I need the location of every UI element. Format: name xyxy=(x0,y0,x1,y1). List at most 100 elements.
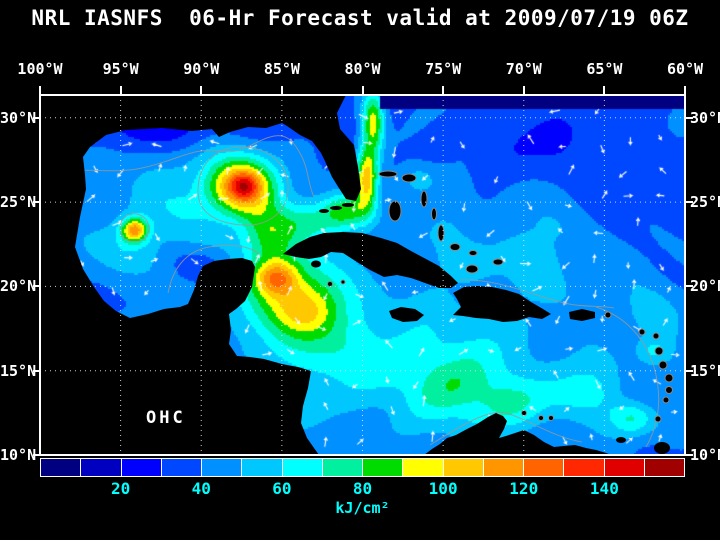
island-st-lucia xyxy=(665,386,673,394)
land-puerto-rico xyxy=(569,309,595,321)
lon-tick-mark xyxy=(280,86,283,94)
lon-tick-label: 65°W xyxy=(586,60,623,78)
island-cat xyxy=(431,207,437,221)
island-antigua xyxy=(652,332,660,340)
colorbar-segment xyxy=(281,459,322,476)
land-hispaniola xyxy=(453,286,551,322)
colorbar-unit-label: kJ/cm² xyxy=(335,499,390,517)
colorbar-segment xyxy=(643,459,684,476)
land-isla-juventud xyxy=(311,260,321,268)
lat-tick-label: 10°N xyxy=(690,446,720,464)
small-islands xyxy=(327,170,674,423)
lat-tick-mark xyxy=(686,454,693,456)
lon-tick-mark xyxy=(522,86,525,94)
grid-lines xyxy=(40,95,685,455)
lon-tick-mark xyxy=(361,86,364,94)
lon-tick-label: 70°W xyxy=(505,60,542,78)
colorbar-segment xyxy=(241,459,282,476)
lon-tick-label: 80°W xyxy=(344,60,381,78)
colorbar-segment xyxy=(41,459,81,476)
lat-tick-label: 20°N xyxy=(690,277,720,296)
lat-tick-label: 15°N xyxy=(690,361,720,380)
lon-tick-mark xyxy=(200,86,203,94)
island-andros xyxy=(388,200,402,222)
lon-tick-label: 100°W xyxy=(17,60,63,78)
lon-tick-label: 95°W xyxy=(102,60,139,78)
bathy-west-gulf-ring xyxy=(119,213,150,243)
island-dominica xyxy=(658,360,668,370)
colorbar-segment xyxy=(80,459,121,476)
colorbar-segment xyxy=(120,459,161,476)
colorbar-tick-label: 40 xyxy=(191,479,211,498)
land-florida-keys xyxy=(319,209,329,213)
lat-tick-mark xyxy=(686,285,693,288)
region-label-ohc: OHC xyxy=(146,408,186,428)
colorbar-segment xyxy=(563,459,604,476)
bathy-hispaniola-north xyxy=(459,279,615,309)
lat-tick-label: 25°N xyxy=(0,193,37,212)
lat-tick-mark xyxy=(686,116,693,119)
bathymetry-contours xyxy=(41,135,660,448)
lon-tick-mark xyxy=(442,86,445,94)
colorbar xyxy=(40,458,685,477)
land-jamaica xyxy=(389,307,424,322)
lon-tick-mark xyxy=(39,86,41,94)
lat-tick-label: 25°N xyxy=(690,193,720,212)
colorbar-segment xyxy=(201,459,242,476)
lat-tick-mark xyxy=(33,201,40,204)
colorbar-segment xyxy=(442,459,483,476)
colorbar-tick-label: 120 xyxy=(509,479,539,498)
lon-tick-mark xyxy=(119,86,122,94)
island-curacao xyxy=(538,415,544,421)
colorbar-segment xyxy=(523,459,564,476)
lat-tick-label: 15°N xyxy=(0,361,37,380)
island-st-kitts xyxy=(638,328,646,336)
lat-tick-label: 30°N xyxy=(0,108,37,127)
colorbar-segment xyxy=(603,459,644,476)
land-north-central-america xyxy=(40,95,361,455)
land-cuba xyxy=(283,232,458,288)
colorbar-tick-labels: 20 40 60 80 100 120 140 xyxy=(40,479,685,498)
bathy-eddy-front xyxy=(197,146,289,226)
bathy-south-america-offshore xyxy=(429,411,583,446)
island-virgin xyxy=(604,311,612,319)
map-frame xyxy=(40,95,685,455)
colorbar-tick-label: 80 xyxy=(352,479,373,498)
colorbar-segment xyxy=(160,459,201,476)
land-florida-keys xyxy=(342,203,354,207)
colorbar-segment xyxy=(402,459,443,476)
land-florida-keys xyxy=(330,206,342,210)
colorbar-tick-label: 20 xyxy=(110,479,131,498)
colorbar-segment xyxy=(482,459,523,476)
bathy-gulf-shelf xyxy=(41,135,315,198)
island-crooked xyxy=(449,243,461,251)
colorbar-tick-label: 140 xyxy=(589,479,619,498)
island-grenada xyxy=(654,415,662,423)
lat-tick-label: 10°N xyxy=(0,446,37,464)
bathy-campeche-bank xyxy=(167,244,260,294)
island-abaco xyxy=(401,173,417,183)
island-cayman xyxy=(327,281,333,287)
island-eleuthera xyxy=(420,190,428,208)
land-masses xyxy=(40,95,670,455)
lat-tick-mark xyxy=(33,454,40,456)
island-grand-bahama xyxy=(378,170,398,178)
colorbar-tick-label: 60 xyxy=(272,479,292,498)
lon-tick-label: 60°W xyxy=(666,60,704,78)
map-overlay xyxy=(40,95,685,455)
bathy-antilles-arc xyxy=(595,306,660,448)
island-aruba xyxy=(521,410,527,416)
lat-tick-mark xyxy=(33,285,40,288)
land-south-america xyxy=(424,413,612,455)
lat-tick-label: 20°N xyxy=(0,277,37,296)
lon-tick-label: 75°W xyxy=(425,60,462,78)
island-turks xyxy=(492,258,504,266)
island-mayaguana xyxy=(468,250,478,256)
lat-tick-mark xyxy=(686,369,693,372)
island-guadeloupe xyxy=(654,346,664,356)
map-area: OHC xyxy=(39,94,686,456)
island-bonaire xyxy=(548,415,554,421)
plot-title: NRL IASNFS 06-Hr Forecast valid at 2009/… xyxy=(31,6,689,30)
lon-tick-mark xyxy=(684,86,686,94)
